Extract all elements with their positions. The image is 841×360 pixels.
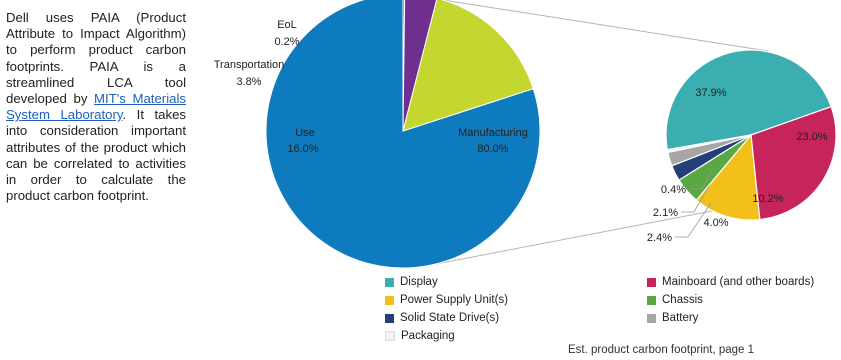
legend-item-mainboard-and-other-boards: Mainboard (and other boards) [647,276,814,288]
legend-swatch [647,295,656,305]
legend-label: Solid State Drive(s) [400,312,500,324]
description-pre: Dell uses PAIA (Product Attribute to Imp… [6,10,186,107]
legend-swatch [385,277,394,287]
leader-battery [681,185,710,213]
legend-item-battery: Battery [647,312,698,324]
value-solid-state-drive-s: 2.4% [647,232,672,244]
value-transportation: 3.8% [236,76,261,88]
caption: Est. product carbon footprint, page 1 [568,344,755,356]
label-use: Use [295,127,315,139]
value-chassis: 4.0% [703,217,728,229]
legend-swatch [385,295,394,305]
slice-mainboard-and-other-boards [750,105,837,221]
legend-label: Power Supply Unit(s) [400,294,509,306]
legend-label: Mainboard (and other boards) [662,276,815,288]
connector-line-top [439,0,769,52]
legend-label: Display [400,276,438,288]
legend-label: Packaging [401,330,455,342]
value-eol: 0.2% [274,36,299,48]
legend-label: Chassis [662,294,703,306]
legend-item-display: Display [385,276,438,288]
mit-msl-link[interactable]: MIT's Materials System Laboratory [6,91,186,123]
legend-swatch [647,313,656,323]
value-use: 16.0% [287,143,318,155]
slice-packaging [666,134,752,154]
legend-item-power-supply-unit-s: Power Supply Unit(s) [385,294,508,306]
legend-swatch [647,277,656,287]
legend-item-chassis: Chassis [647,294,703,306]
legend-swatch [385,313,394,323]
leader-packaging [689,169,713,190]
label-manufacturing: Manufacturing [458,127,528,139]
legend-item-packaging: Packaging [385,330,455,342]
slice-display [665,49,832,151]
description-post: . It takes into consideration important … [6,107,186,204]
connector-line-bottom [435,210,713,265]
value-battery: 2.1% [653,207,678,219]
label-eol: EoL [277,19,297,31]
value-display: 37.9% [695,87,726,99]
value-mainboard-and-other-boards: 23.0% [796,131,827,143]
description-text: Dell uses PAIA (Product Attribute to Imp… [6,10,186,204]
legend-item-solid-state-drive-s: Solid State Drive(s) [385,312,499,324]
slice-manufacturing [265,0,541,269]
slice-power-supply-unit-s [695,133,761,221]
leader-ssd [675,202,712,238]
label-transportation: Transportation [214,59,285,71]
legend-swatch [385,331,395,341]
value-power-supply-unit-s: 10.2% [752,193,783,205]
slice-use [402,0,534,132]
value-manufacturing: 80.0% [477,143,508,155]
legend-label: Battery [662,312,699,324]
value-packaging: 0.4% [661,184,686,196]
